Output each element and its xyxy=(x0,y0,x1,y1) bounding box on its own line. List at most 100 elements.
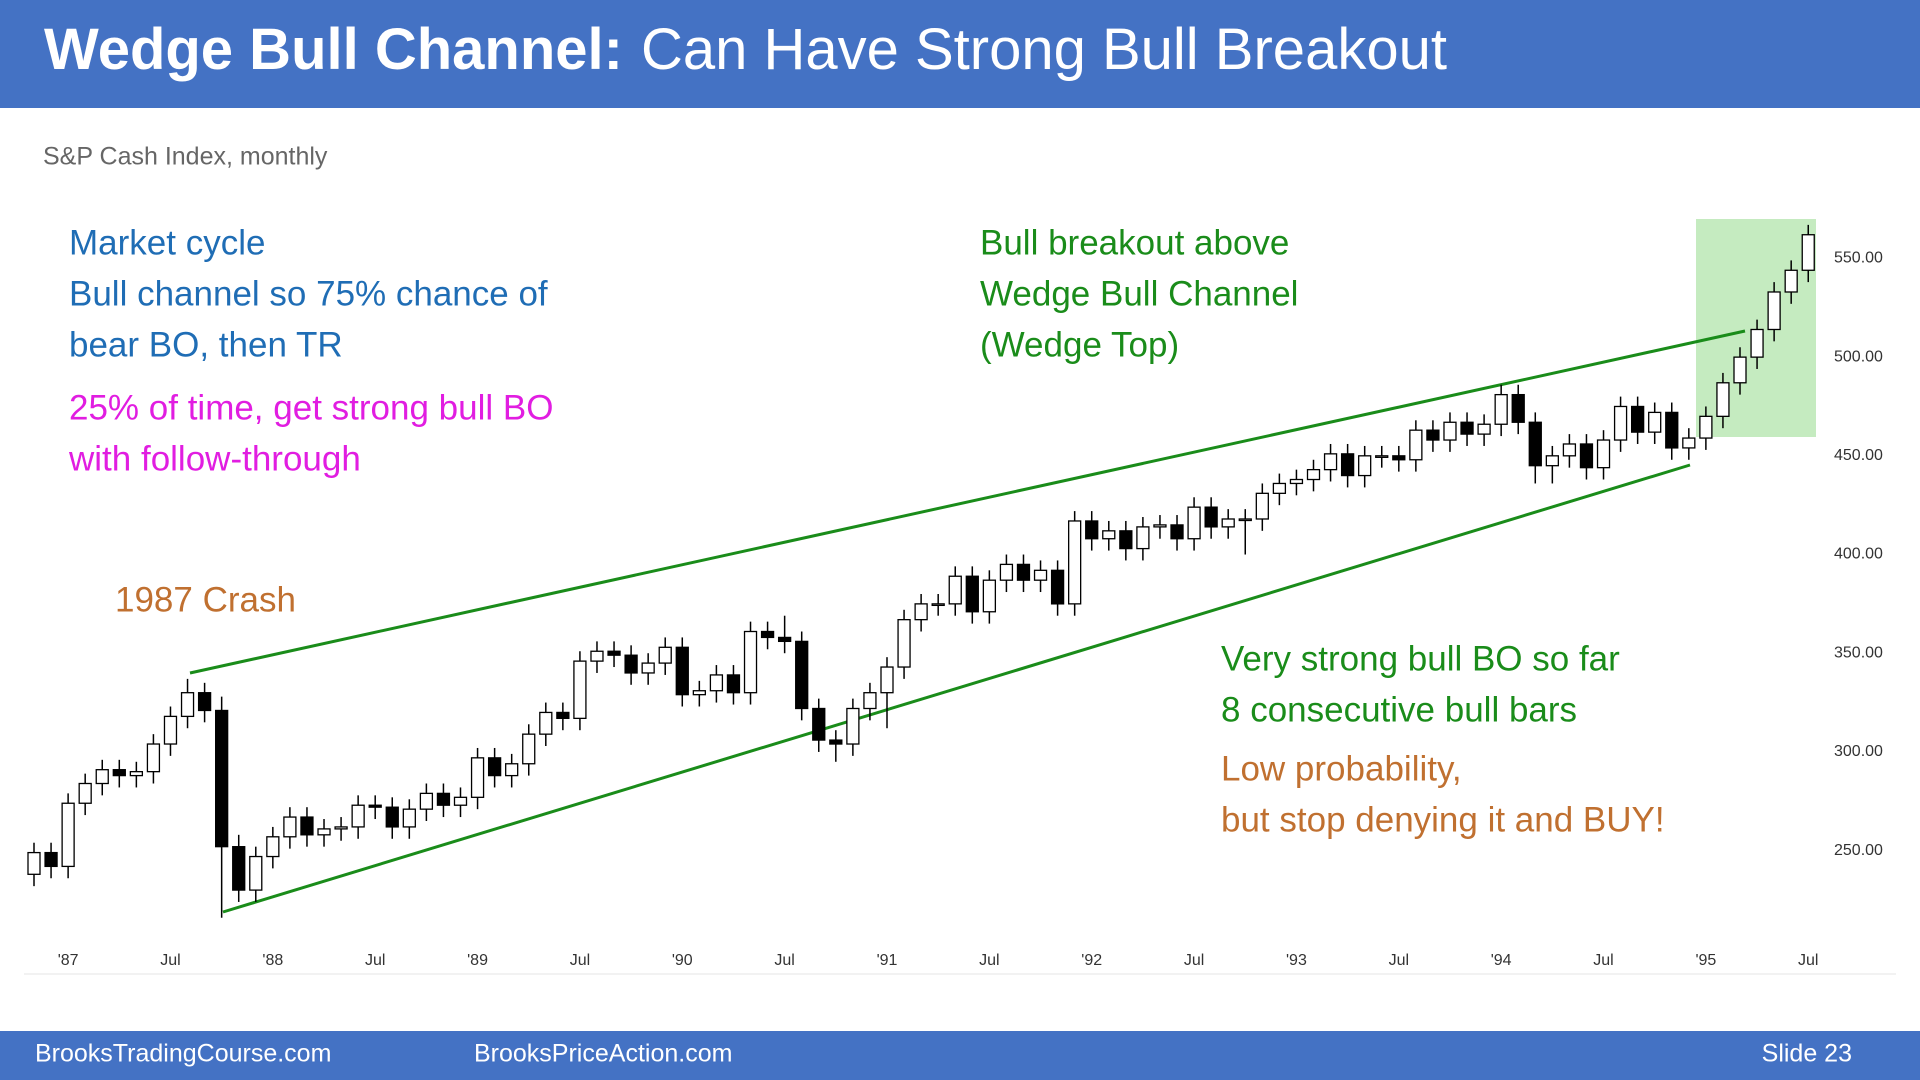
annotation: Bull breakout above xyxy=(980,223,1289,262)
candle-body xyxy=(249,855,263,891)
candle-body xyxy=(1204,506,1218,528)
candle-body xyxy=(436,792,451,806)
x-tick-label: Jul xyxy=(365,952,385,969)
y-tick-label: 550.00 xyxy=(1834,250,1883,267)
candle-body xyxy=(1392,455,1406,461)
candle-body xyxy=(1733,356,1747,384)
candle-body xyxy=(1699,415,1713,439)
candle-body xyxy=(1358,455,1372,477)
candle-body xyxy=(675,646,689,696)
footer-center: BrooksPriceAction.com xyxy=(474,1040,732,1068)
candle-body xyxy=(556,711,570,720)
candle-body xyxy=(180,692,195,718)
x-tick-label: Jul xyxy=(979,952,999,969)
candle-body xyxy=(470,757,485,798)
candle-body xyxy=(1716,382,1730,417)
x-tick-label: Jul xyxy=(774,952,794,969)
annotation: Low probability, xyxy=(1221,749,1462,788)
candle-body xyxy=(351,804,365,828)
candle-body xyxy=(743,630,758,694)
candle-body xyxy=(1306,468,1321,481)
candle-body xyxy=(1136,526,1150,550)
candle-body xyxy=(812,707,826,741)
candle-body xyxy=(1340,453,1355,477)
candle-body xyxy=(658,646,672,664)
candle-body xyxy=(1119,530,1133,550)
candle-body xyxy=(266,836,280,858)
candle-body xyxy=(112,769,126,777)
candle-body xyxy=(283,816,297,838)
candle-body xyxy=(1102,530,1116,540)
candle-body xyxy=(1409,429,1423,461)
x-tick-label: '87 xyxy=(58,952,79,969)
candle-body xyxy=(1630,405,1645,433)
candle-body xyxy=(1238,518,1252,522)
candle-body xyxy=(590,650,604,662)
y-tick-label: 500.00 xyxy=(1834,348,1883,365)
x-tick-label: Jul xyxy=(570,952,590,969)
x-tick-label: '88 xyxy=(262,952,283,969)
candle-body xyxy=(948,575,962,605)
candle-body xyxy=(982,579,997,613)
x-tick-label: Jul xyxy=(1798,952,1818,969)
annotation: Very strong bull BO so far xyxy=(1221,639,1620,678)
y-tick-label: 400.00 xyxy=(1834,546,1883,563)
x-tick-label: '90 xyxy=(672,952,693,969)
candle-body xyxy=(368,804,382,808)
candle-body xyxy=(1528,421,1542,467)
candle-body xyxy=(1579,443,1594,469)
candle-body xyxy=(1187,506,1201,540)
candle-body xyxy=(522,733,536,765)
candle-body xyxy=(146,743,161,773)
candle-body xyxy=(1272,482,1287,494)
title-bar xyxy=(0,0,1920,108)
candle-body xyxy=(795,640,809,710)
y-tick-label: 450.00 xyxy=(1834,447,1883,464)
annotation: with follow-through xyxy=(68,439,361,478)
x-tick-label: '94 xyxy=(1491,952,1512,969)
candle-body xyxy=(931,603,945,607)
candle-body xyxy=(385,806,399,828)
y-tick-label: 300.00 xyxy=(1834,743,1883,760)
candle-body xyxy=(726,674,741,694)
x-tick-label: '89 xyxy=(467,952,488,969)
candle-body xyxy=(1801,234,1815,271)
candle-body xyxy=(624,654,638,674)
lower-trend-line xyxy=(222,463,1691,914)
candle-body xyxy=(846,707,860,745)
candle-body xyxy=(300,816,314,836)
candle-body xyxy=(95,769,109,785)
candle-body xyxy=(78,782,92,804)
x-tick-label: Jul xyxy=(160,952,180,969)
candle-body xyxy=(453,796,468,806)
x-tick-label: '93 xyxy=(1286,952,1307,969)
candle-body xyxy=(232,846,246,891)
candle-body xyxy=(999,563,1014,581)
title: Wedge Bull Channel: Can Have Strong Bull … xyxy=(44,17,1447,82)
candle-body xyxy=(914,603,928,621)
annotation: 1987 Crash xyxy=(115,580,296,619)
annotation: Wedge Bull Channel xyxy=(980,274,1298,313)
candle-body xyxy=(777,636,792,643)
x-tick-label: '91 xyxy=(877,952,898,969)
annotation: Bull channel so 75% chance of xyxy=(69,274,548,313)
candle-body xyxy=(607,650,621,656)
upper-trend-line xyxy=(189,329,1746,675)
candle-body xyxy=(1085,520,1099,540)
subtitle: S&P Cash Index, monthly xyxy=(43,143,328,171)
candle-body xyxy=(1255,492,1269,520)
candle-body xyxy=(1784,269,1798,293)
candle-body xyxy=(1426,429,1440,441)
candle-body xyxy=(402,808,416,828)
candle-body xyxy=(1596,439,1611,469)
x-tick-label: Jul xyxy=(1593,952,1613,969)
candle-body xyxy=(1323,453,1338,471)
candle-body xyxy=(1289,478,1304,485)
title-bold: Wedge Bull Channel: xyxy=(44,17,623,82)
candle-body xyxy=(573,660,587,720)
candle-body xyxy=(1375,455,1389,458)
footer-bar xyxy=(0,1031,1920,1080)
candle-body xyxy=(1511,393,1525,423)
candle-body xyxy=(27,851,41,875)
